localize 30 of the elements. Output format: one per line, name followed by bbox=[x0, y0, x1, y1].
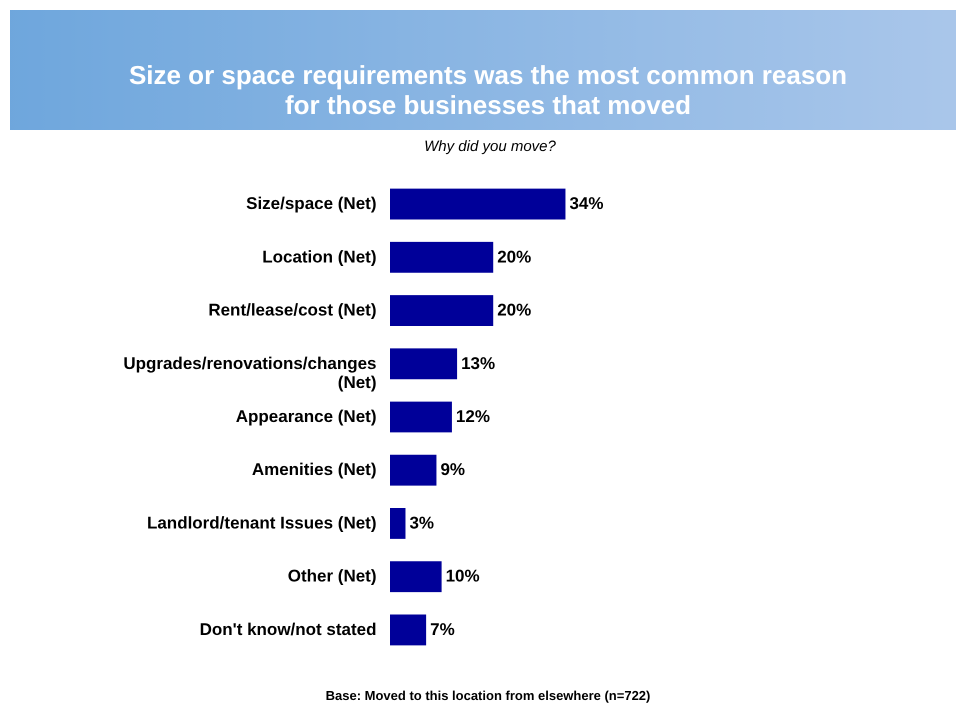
data-label: 7% bbox=[430, 620, 455, 639]
y-tick-label: Don't know/not stated bbox=[200, 620, 376, 639]
bar bbox=[390, 454, 436, 486]
bar bbox=[390, 348, 458, 380]
chart-subtitle: Why did you move? bbox=[424, 138, 557, 155]
y-tick-label: Landlord/tenant Issues (Net) bbox=[146, 513, 376, 532]
y-tick-label: Upgrades/renovations/changes (Net) bbox=[123, 354, 376, 392]
bar bbox=[390, 561, 442, 592]
bar bbox=[390, 402, 452, 432]
bar bbox=[390, 188, 566, 220]
data-label: 12% bbox=[456, 407, 490, 426]
data-label: 10% bbox=[446, 566, 480, 586]
data-label: 34% bbox=[569, 194, 604, 214]
y-tick-label: Other (Net) bbox=[288, 566, 376, 586]
bar bbox=[390, 242, 494, 273]
y-tick-label: Amenities (Net) bbox=[252, 460, 376, 480]
text: Base: Moved to this location from elsewhere (n=722) bbox=[326, 688, 650, 703]
bar bbox=[390, 295, 494, 326]
y-tick-label: Size/space (Net) bbox=[246, 194, 376, 214]
data-label: 13% bbox=[461, 354, 496, 373]
chart-title: Size or space requirements was the most common reason for those businesses that moved bbox=[128, 60, 848, 120]
data-label: 20% bbox=[497, 300, 532, 320]
y-tick-label: Location (Net) bbox=[262, 247, 376, 266]
bar bbox=[390, 614, 426, 646]
data-label: 9% bbox=[440, 460, 466, 480]
data-label: 20% bbox=[497, 247, 532, 266]
data-label: 3% bbox=[409, 513, 434, 532]
y-tick-label: Rent/lease/cost (Net) bbox=[208, 300, 376, 320]
y-tick-label: Appearance (Net) bbox=[236, 407, 376, 426]
bar bbox=[390, 508, 406, 539]
